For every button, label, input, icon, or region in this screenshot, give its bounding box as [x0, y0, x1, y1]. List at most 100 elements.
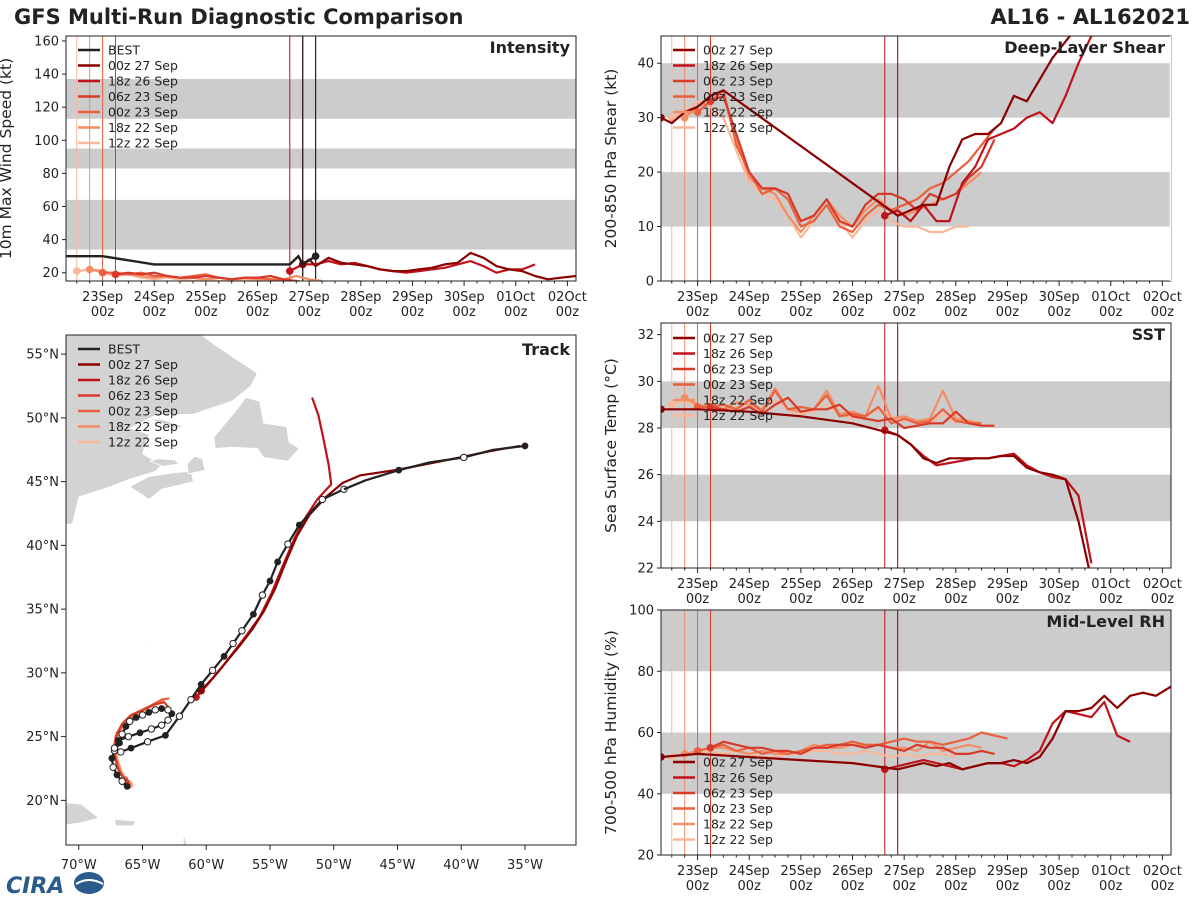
x-tick-label: 25Sep [780, 864, 821, 879]
x-tick-sublabel: 00z [91, 305, 115, 320]
legend-label-run: 06z 23 Sep [703, 786, 773, 801]
x-tick-label: 02Oct [548, 290, 587, 305]
x-tick-label: 29Sep [987, 577, 1028, 592]
shaded-band [66, 199, 576, 250]
x-tick-sublabel: 00z [738, 305, 762, 320]
legend-label-run: 00z 23 Sep [108, 404, 178, 419]
series-group [661, 323, 1093, 568]
best-track-marker-open [229, 639, 237, 648]
x-tick-label: 30Sep [1039, 864, 1080, 879]
best-track-marker-open [117, 748, 125, 756]
x-tick-label: 23Sep [82, 290, 123, 305]
x-tick-label: 01Oct [496, 290, 535, 305]
shaded-band [661, 732, 1171, 794]
legend-label-run: 06z 23 Sep [108, 89, 178, 104]
x-tick-label: 24Sep [729, 290, 770, 305]
y-tick-label: 100 [34, 134, 59, 149]
x-tick-label: 23Sep [677, 290, 718, 305]
x-tick-sublabel: 00z [686, 879, 710, 894]
legend-label-run: 18z 22 Sep [703, 393, 773, 408]
legend-label-run: 06z 23 Sep [703, 74, 773, 89]
series-start-marker [661, 405, 665, 414]
y-tick-label: 26 [637, 468, 654, 483]
x-tick-sublabel: 00z [738, 879, 762, 894]
best-track-marker-open [109, 763, 117, 771]
best-line [66, 254, 317, 267]
series-start-marker [667, 113, 676, 122]
x-tick-label: 27Sep [289, 290, 330, 305]
y-axis-label: 700-500 hPa Humidity (%) [602, 630, 620, 835]
x-tick-label: 29Sep [392, 290, 433, 305]
series-line [884, 700, 1131, 771]
x-tick-label: 27Sep [884, 577, 925, 592]
legend-label-run: 00z 23 Sep [703, 801, 773, 816]
best-track-marker-filled [295, 521, 303, 529]
panel-title: SST [1132, 325, 1165, 344]
x-tick-label: 25Sep [780, 290, 821, 305]
legend-label-run: 00z 23 Sep [703, 377, 773, 392]
series-start-marker [680, 113, 689, 122]
x-tick-sublabel: 00z [1151, 305, 1175, 320]
y-tick-label: 40 [637, 787, 654, 802]
series-line [710, 740, 995, 756]
y-axis-label: 10m Max Wind Speed (kt) [0, 58, 15, 259]
cira-logo-globe [74, 872, 104, 894]
axes-frame [65, 334, 577, 846]
series-start-marker [706, 97, 715, 106]
panel-title: Mid-Level RH [1046, 612, 1165, 631]
legend-label-run: 00z 27 Sep [703, 43, 773, 58]
series-start-marker [661, 753, 665, 761]
puerto-rico-land [113, 819, 136, 827]
best-track-marker-filled [158, 705, 166, 712]
legend-label-run: 18z 26 Sep [703, 346, 773, 361]
x-tick-label: 45°W [380, 858, 416, 873]
best-track-marker-open [118, 730, 126, 738]
legend-label-run: 18z 26 Sep [703, 770, 773, 785]
y-tick-label: 80 [637, 665, 654, 680]
y-tick-label: 120 [34, 101, 59, 116]
y-tick-label: 40 [637, 57, 654, 72]
y-tick-label: 50°N [26, 411, 59, 426]
series-start-marker [880, 211, 889, 220]
best-track-marker-open [460, 453, 468, 462]
series-line [289, 260, 536, 274]
x-tick-label: 26Sep [832, 290, 873, 305]
storm-id: AL16 - AL162021 [991, 5, 1191, 29]
legend-label-run: 00z 27 Sep [703, 755, 773, 770]
shaded-band [66, 79, 576, 119]
legend-label-run: 12z 22 Sep [703, 408, 773, 423]
cira-logo: CIRA [6, 872, 104, 899]
x-tick-sublabel: 00z [143, 305, 167, 320]
best-track-marker-filled [197, 680, 205, 688]
x-tick-sublabel: 00z [738, 592, 762, 607]
series-group [66, 36, 576, 281]
hispaniola-land [66, 802, 100, 826]
x-tick-label: 28Sep [340, 290, 381, 305]
series-start-marker [111, 270, 120, 279]
best-track-marker-open [187, 695, 195, 704]
legend-label-run: 18z 26 Sep [108, 373, 178, 388]
best-track-marker-filled [113, 771, 121, 779]
legend-label-run: 18z 26 Sep [108, 74, 178, 89]
figure-title: GFS Multi-Run Diagnostic Comparison [14, 5, 463, 29]
x-tick-label: 26Sep [832, 577, 873, 592]
x-tick-label: 28Sep [935, 290, 976, 305]
x-tick-sublabel: 00z [297, 305, 321, 320]
series-start-marker [285, 267, 294, 275]
best-track-marker-open [151, 706, 159, 714]
best-track-marker-filled [145, 709, 153, 716]
x-tick-label: 70°W [61, 858, 97, 873]
series-line [661, 685, 1171, 771]
x-tick-label: 24Sep [729, 864, 770, 879]
x-tick-label: 02Oct [1143, 290, 1182, 305]
legend-label-run: 18z 22 Sep [703, 105, 773, 120]
x-tick-label: 02Oct [1143, 864, 1182, 879]
y-tick-label: 140 [34, 68, 59, 83]
x-tick-label: 01Oct [1091, 290, 1130, 305]
legend-label-run: 00z 27 Sep [703, 331, 773, 346]
y-axis-label: Sea Surface Temp (°C) [602, 358, 620, 533]
x-tick-sublabel: 00z [789, 879, 813, 894]
x-tick-label: 01Oct [1091, 864, 1130, 879]
legend-label-run: 00z 23 Sep [108, 105, 178, 120]
